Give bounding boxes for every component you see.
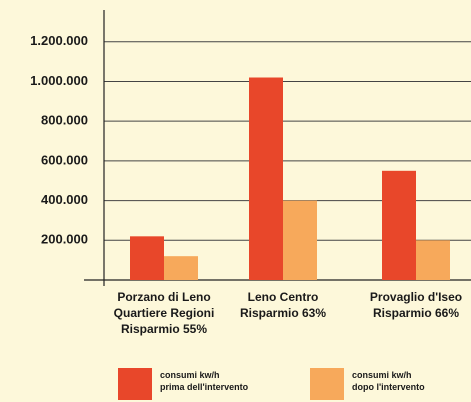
bar xyxy=(283,200,317,280)
legend-label: consumi kw/h prima dell'intervento xyxy=(160,370,249,392)
bar xyxy=(382,170,416,280)
legend-line: dopo l'intervento xyxy=(352,382,425,392)
bar xyxy=(416,240,450,280)
x-tick-label: Leno Centro Risparmio 63% xyxy=(240,290,326,320)
legend-label: consumi kw/h dopo l'intervento xyxy=(352,370,425,392)
x-tick-label: Provaglio d'Iseo Risparmio 66% xyxy=(370,290,462,320)
x-tick-line: Risparmio 55% xyxy=(121,322,207,336)
x-tick-label: Porzano di Leno Quartiere Regioni Risparmi… xyxy=(114,290,215,336)
y-tick-label: 1.000.000 xyxy=(30,73,88,88)
x-tick-line: Porzano di Leno xyxy=(117,290,210,304)
y-tick-label: 200.000 xyxy=(41,232,88,247)
y-tick-label: 400.000 xyxy=(41,192,88,207)
legend-line: consumi kw/h xyxy=(352,370,412,380)
x-tick-line: Quartiere Regioni xyxy=(114,306,215,320)
legend-line: consumi kw/h xyxy=(160,370,220,380)
y-tick-label: 1.200.000 xyxy=(30,33,88,48)
x-tick-line: Leno Centro xyxy=(248,290,319,304)
x-tick-line: Risparmio 63% xyxy=(240,306,326,320)
y-tick-label: 600.000 xyxy=(41,152,88,167)
bar xyxy=(249,77,283,280)
legend-line: prima dell'intervento xyxy=(160,382,249,392)
legend-swatch xyxy=(310,368,344,400)
legend-swatch xyxy=(118,368,152,400)
x-tick-line: Provaglio d'Iseo xyxy=(370,290,462,304)
bar xyxy=(130,236,164,280)
bar xyxy=(164,256,198,280)
y-tick-label: 800.000 xyxy=(41,113,88,128)
x-tick-line: Risparmio 66% xyxy=(373,306,459,320)
